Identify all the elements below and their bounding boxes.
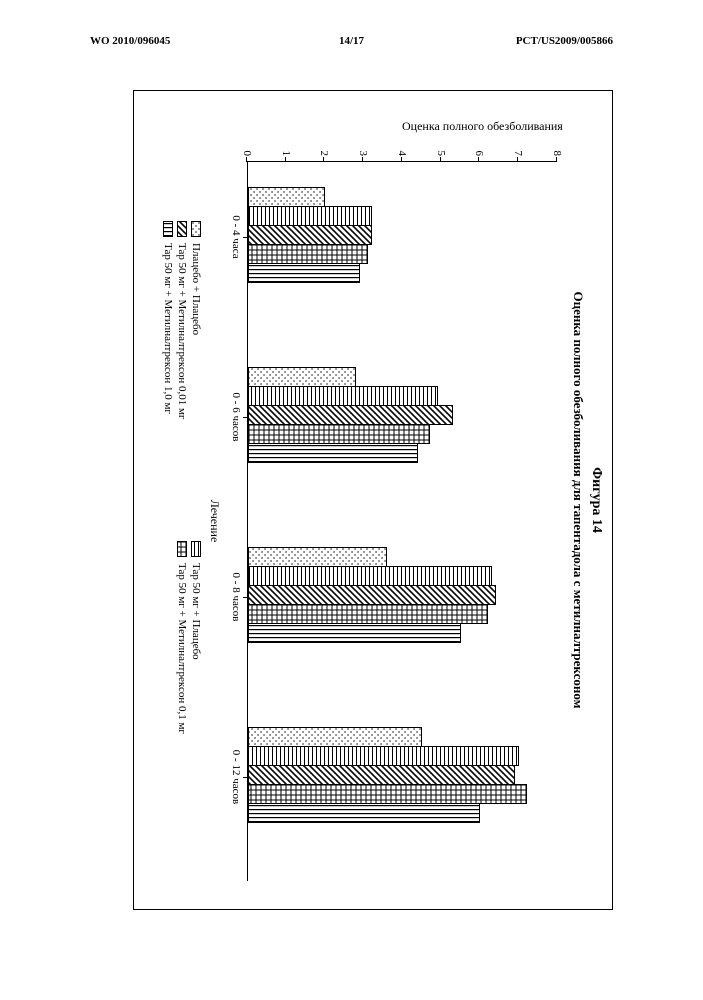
x-tick (243, 777, 248, 778)
x-category-label: 0 - 6 часов (230, 393, 242, 442)
rotated-chart: Фигура 14 Оценка полного обезболивания д… (90, 90, 613, 910)
header-left: WO 2010/096045 (90, 35, 170, 47)
bar (248, 566, 492, 586)
legend-item: Плацебо + Плацебо (190, 221, 202, 541)
y-tick: 8 (551, 134, 563, 156)
legend-item: Тар 50 мг + Метилналтрексон 0,1 мг (176, 541, 188, 861)
x-tick (243, 597, 248, 598)
y-tick: 7 (512, 134, 524, 156)
bar (248, 225, 372, 245)
bar (248, 784, 527, 804)
bar (248, 803, 481, 823)
y-tick: 0 (241, 134, 253, 156)
legend-row: Тар 50 мг + Метилналтрексон 0,01 мг Тар 5… (174, 221, 188, 861)
figure-label: Фигура 14 (588, 91, 612, 909)
y-axis-label: Оценка полного обезболивания (402, 119, 563, 134)
legend-row: Тар 50 мг + Метилналтрексон 1,0 мг (160, 221, 174, 861)
bar (248, 746, 519, 766)
legend-swatch (177, 541, 187, 557)
bar (248, 367, 357, 387)
legend-swatch (191, 541, 201, 557)
chart-box: Фигура 14 Оценка полного обезболивания д… (133, 90, 613, 910)
bar (248, 405, 453, 425)
bar (248, 263, 360, 283)
x-category-label: 0 - 8 часов (230, 573, 242, 622)
legend-label: Тар 50 мг + Метилналтрексон 0,01 мг (176, 243, 188, 419)
figure-container: Фигура 14 Оценка полного обезболивания д… (90, 90, 613, 910)
bar-group: 0 - 4 часа (248, 187, 372, 287)
x-tick (243, 237, 248, 238)
bar (248, 547, 388, 567)
bar (248, 623, 461, 643)
y-tick: 5 (435, 134, 447, 156)
legend-row: Плацебо + Плацебо Тар 50 мг + Плацебо (188, 221, 202, 861)
x-tick (243, 417, 248, 418)
legend-label: Тар 50 мг + Метилналтрексон 1,0 мг (162, 243, 174, 414)
legend-swatch (177, 221, 187, 237)
y-tick: 6 (474, 134, 486, 156)
x-category-label: 0 - 12 часов (230, 750, 242, 804)
chart-title: Оценка полного обезболивания для тапента… (570, 91, 588, 909)
x-axis-title: Лечение (207, 161, 222, 881)
bar (248, 206, 372, 226)
legend-label: Тар 50 мг + Плацебо (190, 563, 202, 660)
x-category-label: 0 - 4 часа (230, 215, 242, 258)
legend-item: Тар 50 мг + Метилналтрексон 0,01 мг (176, 221, 188, 541)
bar (248, 765, 515, 785)
plot-area: 0123456780 - 4 часа0 - 6 часов0 - 8 часо… (247, 161, 557, 881)
legend-item: Тар 50 мг + Плацебо (190, 541, 202, 861)
bar (248, 443, 419, 463)
bar (248, 244, 368, 264)
bar (248, 386, 438, 406)
bar-group: 0 - 6 часов (248, 367, 453, 467)
bar (248, 187, 326, 207)
bar-group: 0 - 8 часов (248, 547, 496, 647)
bar (248, 604, 488, 624)
y-tick: 2 (319, 134, 331, 156)
y-tick: 3 (357, 134, 369, 156)
legend-swatch (191, 221, 201, 237)
legend-label: Плацебо + Плацебо (190, 243, 202, 335)
legend-item: Тар 50 мг + Метилналтрексон 1,0 мг (162, 221, 174, 541)
legend: Плацебо + ПлацебоТар 50 мг + ПлацебоТар … (160, 221, 202, 861)
bar (248, 424, 430, 444)
y-tick: 4 (396, 134, 408, 156)
bar (248, 727, 422, 747)
y-tick: 1 (280, 134, 292, 156)
legend-label: Тар 50 мг + Метилналтрексон 0,1 мг (176, 563, 188, 734)
bar-group: 0 - 12 часов (248, 727, 527, 827)
bar (248, 585, 496, 605)
legend-swatch (163, 221, 173, 237)
header-right: PCT/US2009/005866 (516, 35, 613, 47)
header-page-number: 14/17 (339, 35, 364, 47)
